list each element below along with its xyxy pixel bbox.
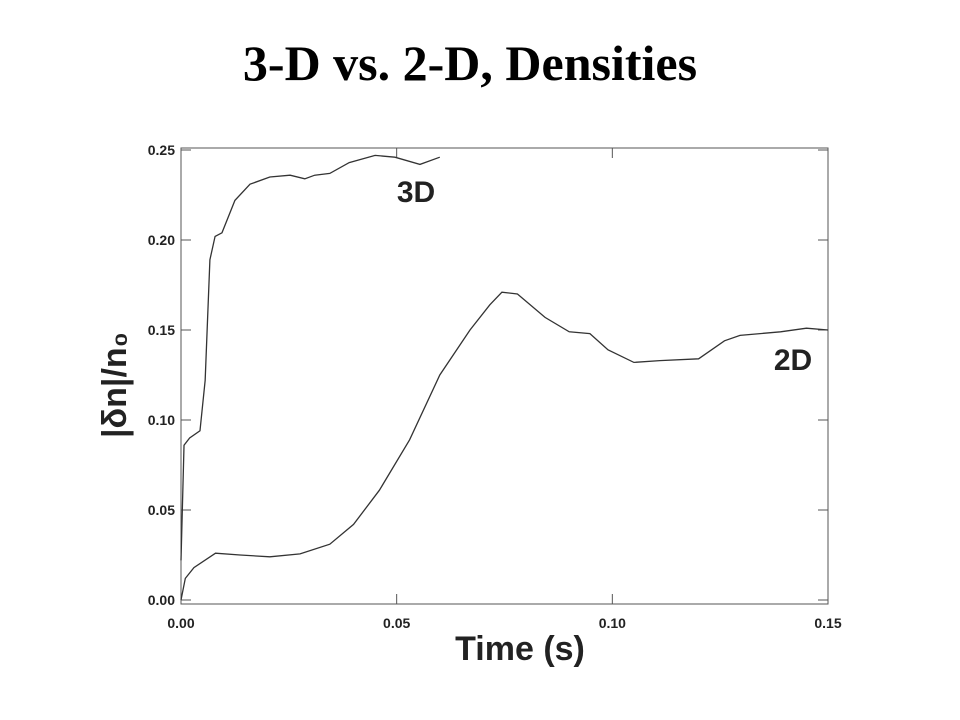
x-tick-label: 0.00 <box>167 615 194 631</box>
x-tick-label: 0.10 <box>599 615 626 631</box>
y-tick-label: 0.20 <box>148 232 175 248</box>
series-label: 2D <box>774 344 812 377</box>
y-tick-label: 0.10 <box>148 412 175 428</box>
series-label: 3D <box>397 176 435 209</box>
y-tick-label: 0.05 <box>148 502 175 518</box>
series-line <box>180 291 829 601</box>
y-tick-label: 0.00 <box>148 592 175 608</box>
chart-title: 3-D vs. 2-D, Densities <box>243 35 697 91</box>
x-tick-label: 0.05 <box>383 615 410 631</box>
y-tick-label: 0.25 <box>148 142 175 158</box>
y-axis-label: |δn|/n₀ <box>96 332 134 438</box>
series-line <box>180 154 441 561</box>
x-tick-label: 0.15 <box>814 615 841 631</box>
plot-frame <box>180 147 829 605</box>
y-tick-label: 0.15 <box>148 322 175 338</box>
x-axis-label: Time (s) <box>455 630 585 668</box>
